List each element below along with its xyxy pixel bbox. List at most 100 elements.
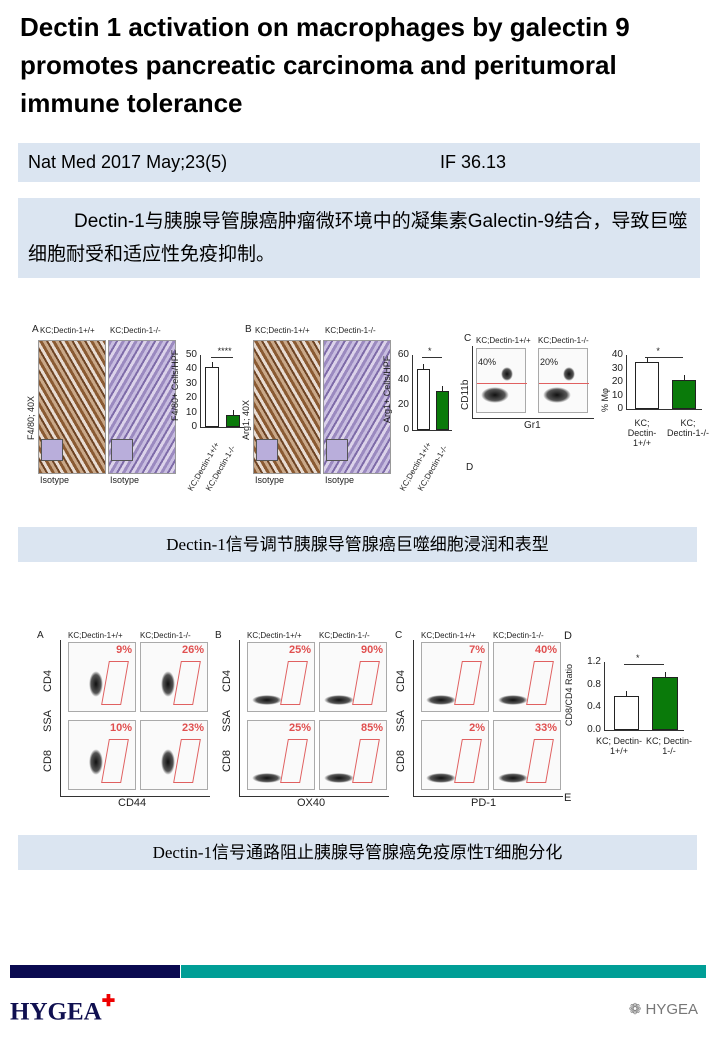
genotype-label: KC;Dectin-1-/- bbox=[493, 631, 544, 640]
genotype-label: KC;Dectin-1-/- bbox=[538, 336, 589, 345]
x-axis-arrow bbox=[60, 796, 210, 797]
ihc-image-wt bbox=[253, 340, 321, 474]
genotype-label: KC;Dectin-1-/- bbox=[319, 631, 370, 640]
wechat-watermark: ❁ HYGEA bbox=[628, 1001, 698, 1018]
y-axis-label: CD11b bbox=[460, 379, 471, 410]
y-axis-label: CD8/CD4 Ratio bbox=[564, 663, 574, 726]
genotype-label: KC;Dectin-1+/+ bbox=[68, 631, 123, 640]
cell-population bbox=[426, 695, 456, 705]
significance-label: **** bbox=[217, 346, 232, 356]
isotype-label: Isotype bbox=[110, 475, 140, 485]
percent-label: 33% bbox=[534, 722, 557, 734]
tick-label: 0 bbox=[617, 403, 623, 414]
cell-population bbox=[543, 387, 571, 403]
panel-label: C bbox=[395, 630, 403, 641]
percent-label: 7% bbox=[469, 644, 485, 656]
x-axis-label: Gr1 bbox=[524, 420, 541, 431]
cell-population bbox=[481, 387, 509, 403]
gate-region bbox=[454, 739, 482, 783]
x-axis bbox=[412, 430, 452, 431]
caption-figure-2: Dectin-1信号通路阻止胰腺导管腺癌免疫原性T细胞分化 bbox=[18, 835, 697, 870]
flow-plot: 40% bbox=[493, 642, 561, 712]
panel-label: C bbox=[464, 333, 472, 344]
y-axis bbox=[200, 355, 201, 427]
gate-line bbox=[477, 383, 527, 384]
stain-label: F4/80; 40X bbox=[26, 395, 36, 440]
gate-region bbox=[352, 661, 380, 705]
flow-plot: 2% bbox=[421, 720, 489, 790]
significance-line bbox=[422, 357, 442, 358]
flow-plot: 7% bbox=[421, 642, 489, 712]
isotype-inset bbox=[256, 439, 278, 461]
error-bar bbox=[212, 361, 214, 367]
cell-population bbox=[89, 671, 103, 697]
wechat-icon: ❁ bbox=[628, 1001, 646, 1018]
percent-label: 23% bbox=[181, 722, 204, 734]
bar bbox=[652, 677, 678, 730]
cell-population bbox=[563, 367, 575, 381]
ihc-image-ko bbox=[323, 340, 391, 474]
significance-line bbox=[211, 357, 233, 358]
bar bbox=[205, 366, 220, 427]
error-bar bbox=[683, 374, 685, 380]
gate-region bbox=[280, 739, 308, 783]
panel-label: B bbox=[245, 324, 252, 335]
row-label: CD4 bbox=[221, 669, 233, 692]
error-bar bbox=[647, 357, 649, 363]
flow-plot bbox=[538, 348, 589, 413]
category-label: KC; Dectin-1-/- bbox=[646, 736, 693, 756]
caption-figure-1: Dectin-1信号调节胰腺导管腺癌巨噬细胞浸润和表型 bbox=[18, 527, 697, 562]
flow-plot: 9% bbox=[68, 642, 136, 712]
row-label: CD8 bbox=[221, 749, 233, 772]
y-axis bbox=[604, 662, 605, 730]
flow-plot: 23% bbox=[140, 720, 208, 790]
genotype-label: KC;Dectin-1-/- bbox=[325, 326, 376, 335]
gate-region bbox=[352, 739, 380, 783]
x-axis-label: PD-1 bbox=[471, 797, 497, 809]
summary-text: Dectin-1与胰腺导管腺癌肿瘤微环境中的凝集素Galectin-9结合，导致… bbox=[18, 198, 700, 278]
percent-label: 2% bbox=[469, 722, 485, 734]
x-axis bbox=[604, 730, 684, 731]
flow-plot bbox=[476, 348, 527, 413]
genotype-label: KC;Dectin-1-/- bbox=[140, 631, 191, 640]
error-bar bbox=[442, 386, 444, 392]
bar bbox=[226, 414, 241, 427]
panel-label: A bbox=[37, 630, 44, 641]
tick-label: 60 bbox=[397, 349, 409, 360]
cell-population bbox=[501, 367, 513, 381]
percent-label: 26% bbox=[181, 644, 204, 656]
cell-population bbox=[498, 773, 528, 783]
percent-label: 25% bbox=[288, 644, 311, 656]
x-axis-label: CD44 bbox=[118, 797, 147, 809]
bar bbox=[671, 379, 696, 409]
y-axis bbox=[626, 355, 627, 409]
ihc-image-wt bbox=[38, 340, 106, 474]
gate-region bbox=[173, 739, 201, 783]
panel-label: E bbox=[564, 792, 572, 804]
error-bar bbox=[626, 691, 628, 696]
bar bbox=[436, 391, 449, 430]
cell-population bbox=[426, 773, 456, 783]
x-axis bbox=[626, 409, 702, 410]
tick-label: 20 bbox=[397, 399, 409, 410]
flow-plot: 85% bbox=[319, 720, 387, 790]
gate-region bbox=[173, 661, 201, 705]
footer-bar-navy bbox=[10, 965, 180, 978]
tick-label: 10 bbox=[185, 406, 197, 418]
journal-citation: Nat Med 2017 May;23(5) bbox=[28, 152, 228, 172]
isotype-inset bbox=[41, 439, 63, 461]
row-label: CD8 bbox=[42, 749, 54, 772]
y-axis-label: % Mφ bbox=[600, 388, 610, 412]
ihc-image-ko bbox=[108, 340, 176, 474]
tick-label: 10 bbox=[611, 389, 623, 401]
percent-label: 90% bbox=[360, 644, 383, 656]
significance-label: * bbox=[428, 346, 432, 356]
isotype-label: Isotype bbox=[325, 475, 355, 485]
percent-label: 25% bbox=[288, 722, 311, 734]
significance-line bbox=[624, 664, 664, 665]
error-bar bbox=[423, 363, 425, 369]
x-axis-arrow bbox=[472, 418, 594, 419]
percent-label: 40% bbox=[534, 644, 557, 656]
significance-label: * bbox=[636, 653, 640, 663]
slide-title: Dectin 1 activation on macrophages by ga… bbox=[20, 12, 630, 118]
